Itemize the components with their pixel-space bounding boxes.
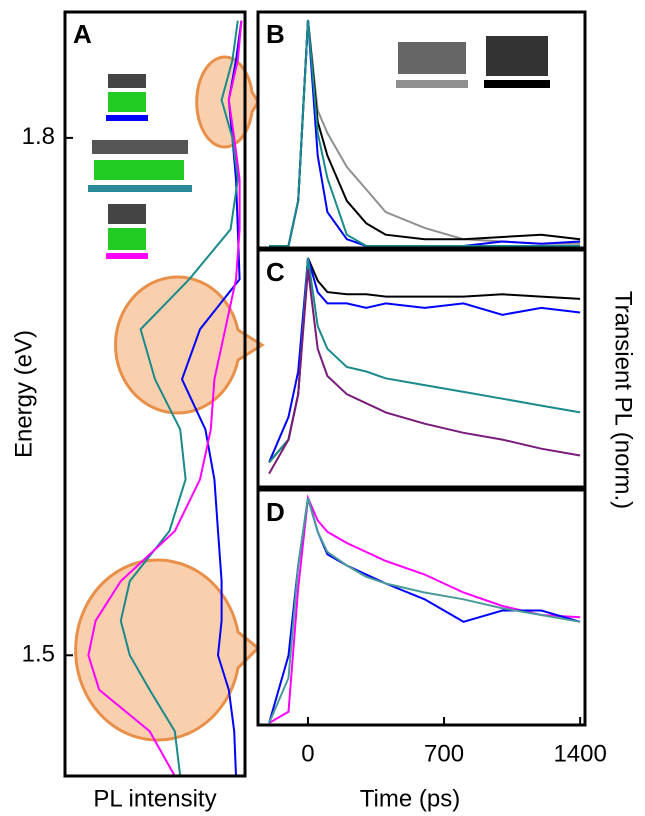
highlight-bubble xyxy=(114,275,265,415)
icon xyxy=(484,80,550,88)
x-tick-label: 700 xyxy=(424,740,464,767)
decay-line xyxy=(268,269,581,475)
icon xyxy=(108,92,146,112)
panel-label: D xyxy=(266,497,285,527)
x-tick-label: 0 xyxy=(301,740,314,767)
panel-frame xyxy=(256,248,587,489)
y-tick-label: 1.5 xyxy=(22,641,55,668)
icon xyxy=(486,36,548,76)
highlight-bubble xyxy=(74,558,261,742)
structure-icons xyxy=(88,36,550,259)
icon xyxy=(106,253,148,259)
bubbles xyxy=(74,55,265,742)
highlight-bubble xyxy=(195,55,260,149)
spectrum-line xyxy=(87,20,243,777)
decay-line xyxy=(268,497,581,724)
decay-line xyxy=(268,497,581,724)
icon xyxy=(88,185,192,192)
spectrum-line xyxy=(180,20,243,777)
panel-frame xyxy=(256,488,587,727)
panel-label: B xyxy=(266,19,285,49)
panel-frame xyxy=(256,10,587,250)
icon xyxy=(108,74,146,88)
x-axis-label: Time (ps) xyxy=(360,785,460,812)
icon xyxy=(398,42,466,74)
icon xyxy=(106,115,148,121)
icon xyxy=(108,228,146,250)
decay-line xyxy=(269,19,581,247)
icon xyxy=(94,160,184,180)
y-axis-label: Transient PL (norm.) xyxy=(610,291,637,509)
y-axis-label: Energy (eV) xyxy=(10,330,37,458)
panel-label: A xyxy=(73,19,92,49)
panel-frame xyxy=(63,10,247,778)
icon xyxy=(108,204,146,224)
x-axis-label: PL intensity xyxy=(93,785,216,812)
icon xyxy=(92,140,188,154)
x-tick-label: 1400 xyxy=(553,740,606,767)
y-tick-label: 1.8 xyxy=(22,123,55,150)
decay-line xyxy=(268,257,581,463)
decay-line xyxy=(268,494,581,724)
panel-label: C xyxy=(266,257,285,287)
icon xyxy=(396,80,468,88)
spectrum-line xyxy=(119,20,239,777)
